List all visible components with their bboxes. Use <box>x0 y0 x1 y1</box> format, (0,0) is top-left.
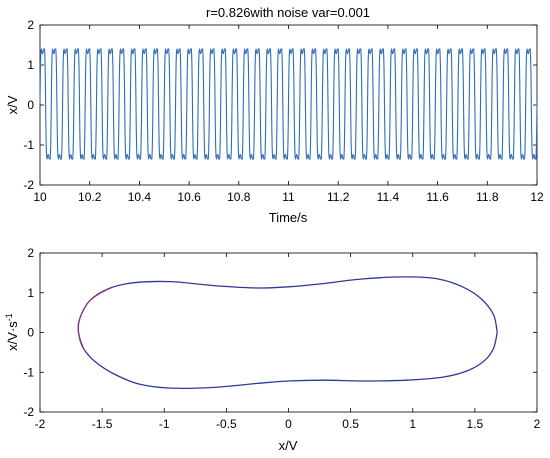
y-tick-label: 2 <box>27 18 34 32</box>
y-tick-label: -1 <box>23 365 34 379</box>
y-axis-label: x/V·s-1 <box>4 313 20 351</box>
series-line <box>39 47 538 161</box>
y-tick-label: 0 <box>27 98 34 112</box>
y-tick-label: -2 <box>23 405 34 419</box>
y-tick-label: 0 <box>27 326 34 340</box>
x-tick-label: 11 <box>282 190 295 204</box>
x-tick-label: 10.8 <box>227 190 251 204</box>
x-tick-label: -2 <box>35 417 46 431</box>
y-axis-label-superscript: -1 <box>4 313 14 321</box>
x-tick-label: 10.2 <box>78 190 102 204</box>
x-tick-label: 11.6 <box>426 190 449 204</box>
x-axis-label: Time/s <box>269 210 308 225</box>
y-tick-label: 1 <box>27 58 34 72</box>
x-tick-label: 10 <box>33 190 47 204</box>
x-tick-label: 10.4 <box>128 190 152 204</box>
x-tick-label: 11.4 <box>377 190 400 204</box>
y-tick-label: -2 <box>23 178 34 192</box>
y-axis-label: x/V <box>5 95 20 114</box>
x-tick-label: 0.5 <box>342 417 359 431</box>
y-tick-label: 2 <box>27 246 34 260</box>
x-tick-label: -0.5 <box>216 417 237 431</box>
x-tick-label: -1 <box>159 417 170 431</box>
y-tick-label: 1 <box>27 286 34 300</box>
y-tick-label: -1 <box>23 138 34 152</box>
x-axis-label: x/V <box>279 438 298 453</box>
x-tick-label: 1 <box>409 417 416 431</box>
x-tick-label: 0 <box>285 417 292 431</box>
chart-title: r=0.826with noise var=0.001 <box>206 5 370 20</box>
x-tick-label: 1.5 <box>467 417 484 431</box>
time-series-plot: r=0.826with noise var=0.001 Time/s x/V 1… <box>5 5 544 225</box>
plot-area <box>39 252 538 413</box>
x-tick-label: 11.8 <box>476 190 499 204</box>
y-axis-label-main: x/V·s <box>5 321 20 351</box>
x-tick-label: 11.2 <box>327 190 350 204</box>
x-tick-label: 2 <box>534 417 541 431</box>
x-tick-label: 10.6 <box>177 190 201 204</box>
x-tick-label: -1.5 <box>92 417 113 431</box>
phase-trajectory-accent <box>77 288 109 349</box>
x-tick-label: 12 <box>530 190 544 204</box>
